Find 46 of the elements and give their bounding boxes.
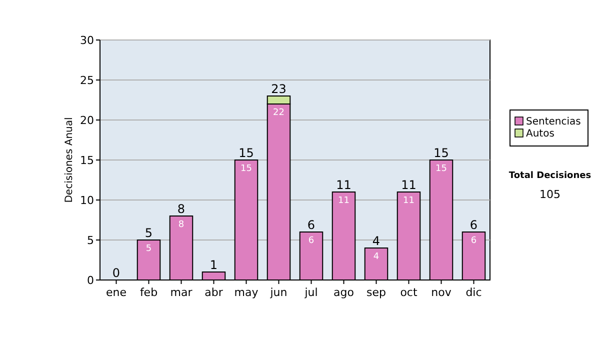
x-tick-label: sep <box>366 286 386 299</box>
total-label: 0 <box>112 266 120 280</box>
data-label: 11 <box>403 196 414 206</box>
total-label: 6 <box>470 218 478 232</box>
total-label: 11 <box>336 178 352 192</box>
data-label: 4 <box>373 252 380 262</box>
x-tick-label: oct <box>400 286 418 299</box>
data-label: 11 <box>338 196 350 206</box>
x-tick-label: abr <box>204 286 224 299</box>
total-label: 8 <box>177 202 186 216</box>
total-label: 1 <box>210 258 218 272</box>
x-tick-label: jul <box>304 286 318 299</box>
text: 105 <box>540 188 560 201</box>
total-label: 15 <box>434 146 449 160</box>
x-tick-label: feb <box>140 286 158 299</box>
data-label: 6 <box>470 236 477 246</box>
total-label: 4 <box>372 234 380 248</box>
total-label: 5 <box>144 226 153 240</box>
x-tick-label: may <box>234 286 259 299</box>
data-label: 8 <box>178 220 184 230</box>
x-tick-label: jun <box>269 286 288 299</box>
y-tick-label: 10 <box>80 194 94 207</box>
y-tick-label: 0 <box>87 274 94 287</box>
x-tick-label: dic <box>466 286 482 299</box>
total-label: 15 <box>238 146 254 160</box>
x-tick-label: mar <box>170 286 193 299</box>
total-label: 23 <box>271 82 286 96</box>
data-label: 15 <box>436 164 447 174</box>
data-label: 6 <box>308 236 314 246</box>
y-tick-label: 5 <box>87 234 94 247</box>
y-tick-label: 15 <box>80 154 94 167</box>
data-label: 5 <box>146 244 152 254</box>
text: Total Decisiones <box>508 171 592 181</box>
x-tick-label: ene <box>106 286 127 299</box>
x-tick-label: ago <box>334 286 354 299</box>
data-label: 22 <box>273 108 284 118</box>
total-label: 11 <box>401 178 416 192</box>
total-label: 6 <box>307 218 316 232</box>
y-tick-label: 20 <box>80 114 94 127</box>
x-tick-label: nov <box>431 286 452 299</box>
y-tick-label: 25 <box>80 74 94 87</box>
legend-label: Autos <box>526 128 554 140</box>
y-axis-title: Decisiones Anual <box>64 117 75 203</box>
y-tick-label: 30 <box>80 34 94 47</box>
data-label: 15 <box>240 164 252 174</box>
legend-label: Sentencias <box>526 116 581 128</box>
